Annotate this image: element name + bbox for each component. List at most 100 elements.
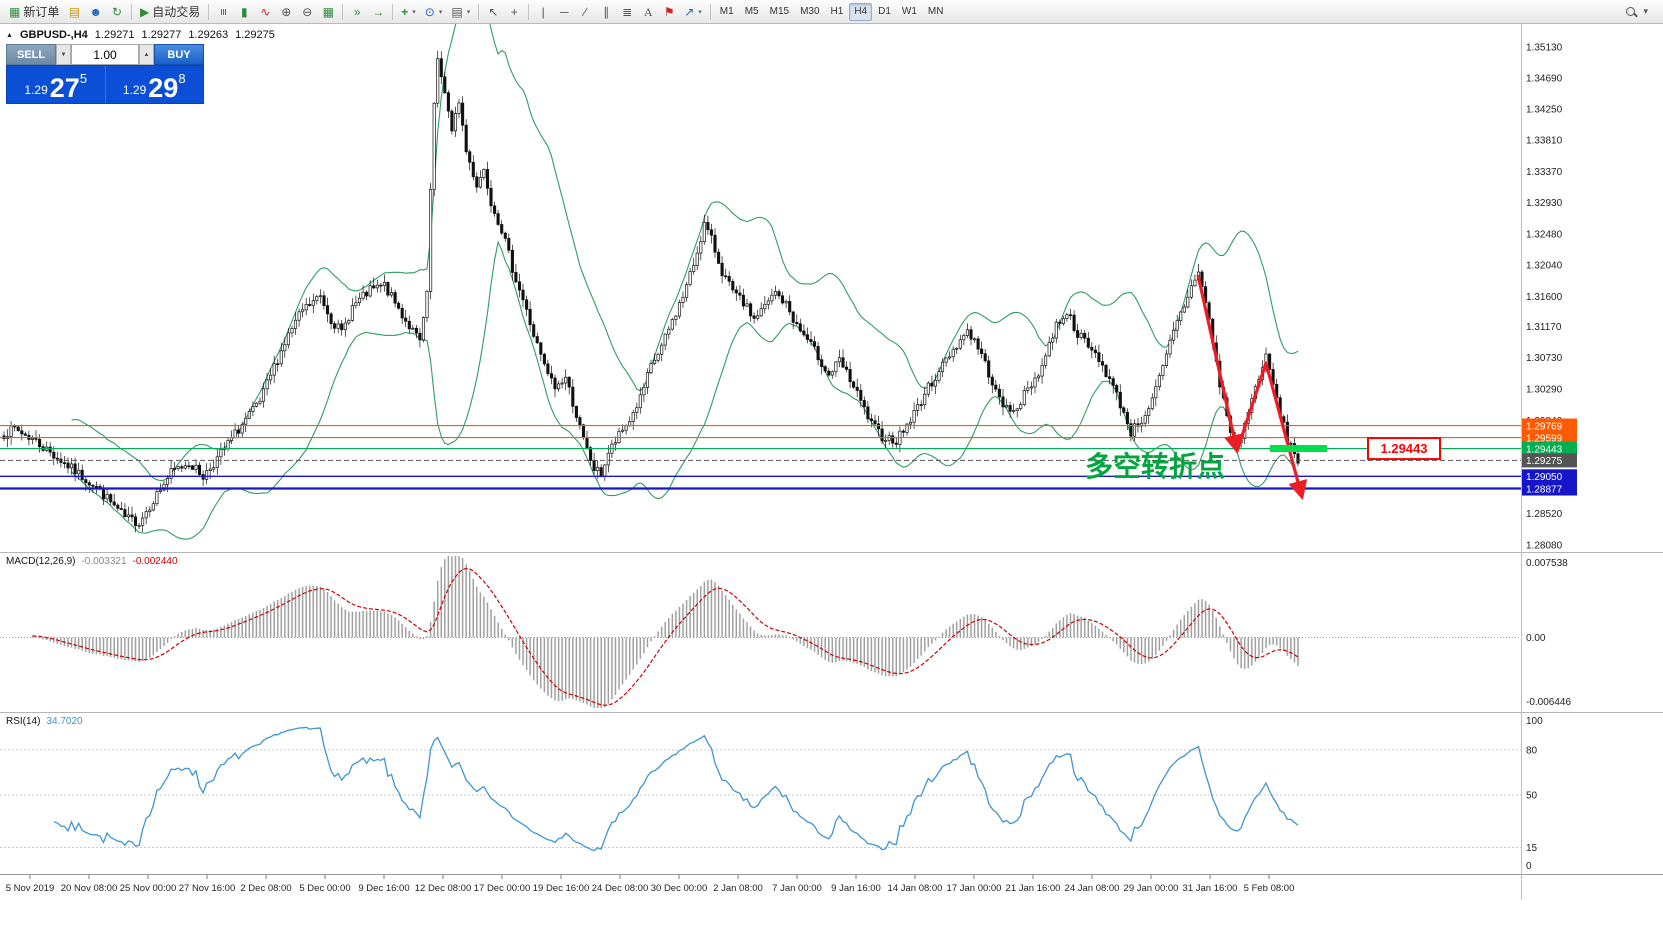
tile-windows-icon: ▦ (322, 4, 334, 19)
sell-price[interactable]: 1.29 27 5 (7, 66, 105, 103)
price-axis-label: 1.35130 (1526, 43, 1563, 54)
volume-up-button[interactable]: ▲ (139, 44, 154, 65)
macd-axis-label: -0.006446 (1526, 697, 1571, 708)
template-icon: ▤ (451, 4, 463, 19)
cursor-button[interactable]: ↖ (483, 2, 503, 22)
symbol-name: GBPUSD-,H4 (19, 29, 88, 41)
channel-button[interactable]: ∥ (596, 2, 616, 22)
time-axis-label: 5 Dec 00:00 (299, 883, 350, 894)
new-order-button[interactable]: ▦ 新订单 (5, 2, 63, 22)
red-zigzag-arrow (1235, 361, 1308, 501)
timeframe-m15-button[interactable]: M15 (769, 6, 790, 17)
time-axis-label: 24 Jan 08:00 (1065, 883, 1120, 894)
rsi-panel[interactable]: 100 80 50 15 0 (0, 712, 1663, 874)
price-chart[interactable]: 1.35130 1.34690 1.34250 1.33810 1.33370 1.329… (0, 24, 1663, 552)
auto-scroll-icon: → (372, 4, 385, 19)
zoom-in-button[interactable]: ⊕ (276, 2, 296, 22)
time-axis-label: 25 Nov 00:00 (120, 883, 177, 894)
toolbar-right-group: ▾ (1626, 7, 1648, 16)
turning-point-text: 多空转折点 (1085, 450, 1225, 482)
buy-price[interactable]: 1.29 29 8 (106, 66, 204, 103)
zoom-out-button[interactable]: ⊖ (297, 2, 317, 22)
channel-icon: ∥ (603, 4, 610, 19)
toolbar-separator (709, 3, 711, 20)
timeframe-mn-button[interactable]: MN (927, 6, 944, 17)
profiles-button[interactable]: ☻ (85, 2, 106, 22)
rsi-axis-label: 50 (1526, 791, 1538, 802)
line-chart-button[interactable]: ∿ (255, 2, 275, 22)
vertical-line-icon: | (541, 4, 545, 19)
timeframe-m1-button[interactable]: M1 (719, 6, 734, 17)
toolbar-separator (478, 3, 480, 20)
trendline-button[interactable]: ∕ (575, 2, 595, 22)
market-watch-icon: ▤ (68, 4, 81, 19)
rsi-name: RSI(14) (6, 716, 41, 727)
timeframe-w1-button[interactable]: W1 (901, 6, 917, 17)
zoom-out-icon: ⊖ (302, 4, 313, 19)
horizontal-line-button[interactable]: ─ (554, 2, 574, 22)
candlestick-series (2, 50, 1300, 533)
volume-input[interactable] (71, 44, 139, 65)
time-axis[interactable]: 5 Nov 2019 20 Nov 08:00 25 Nov 00:00 27 Nov… (0, 874, 1663, 900)
macd-label: MACD(12,26,9) -0.003321 -0.002440 (6, 556, 178, 567)
timeframe-h4-button[interactable]: H4 (849, 2, 873, 21)
macd-axis-label: 0.007538 (1526, 558, 1568, 569)
chart-shift-button[interactable]: » (347, 2, 367, 22)
time-axis-label: 31 Jan 16:00 (1183, 883, 1238, 894)
time-axis-label: 5 Nov 2019 (6, 883, 55, 894)
macd-main-value: -0.003321 (81, 556, 127, 567)
text-label-icon: ⚑ (663, 4, 675, 19)
rsi-value: 34.7020 (46, 716, 83, 727)
add-indicator-button[interactable]: + ▾ (397, 2, 420, 22)
template-button[interactable]: ▤ ▾ (447, 2, 474, 22)
crosshair-button[interactable]: + (504, 2, 524, 22)
buy-price-sup: 8 (178, 71, 186, 86)
add-indicator-caret-icon: ▾ (412, 8, 416, 16)
auto-trading-button[interactable]: ▶ 自动交易 (136, 2, 204, 22)
search-icon[interactable] (1626, 7, 1636, 16)
rsi-axis-label: 15 (1526, 843, 1538, 854)
timeframe-m30-button[interactable]: M30 (800, 6, 820, 17)
sell-button[interactable]: SELL (6, 44, 56, 65)
toolbar-separator (528, 3, 530, 20)
chevron-down-icon[interactable]: ▾ (1643, 6, 1648, 16)
horizontal-levels[interactable]: 1.297691.295991.294431.292751.290501.288… (0, 418, 1577, 496)
timeframe-h1-button[interactable]: H1 (830, 6, 844, 17)
toolbar-separator (342, 3, 344, 20)
auto-trading-play-icon: ▶ (140, 4, 150, 19)
price-tag: 1.29275 (1526, 456, 1563, 467)
candlestick-chart-button[interactable]: ▮ (234, 2, 254, 22)
price-axis-label: 1.34690 (1526, 74, 1563, 85)
text-button[interactable]: A (638, 2, 658, 22)
refresh-button[interactable]: ↻ (107, 2, 127, 22)
new-order-label: 新订单 (23, 5, 60, 19)
periods-button[interactable]: ⊙ ▾ (421, 2, 447, 22)
time-axis-label: 9 Dec 16:00 (358, 883, 409, 894)
timeframe-d1-button[interactable]: D1 (878, 6, 891, 17)
market-watch-button[interactable]: ▤ (64, 2, 84, 22)
line-chart-icon: ∿ (260, 4, 271, 19)
one-click-trading-panel: SELL ▼ ▲ BUY 1.29 27 5 1.29 29 8 (6, 44, 204, 104)
buy-button[interactable]: BUY (154, 44, 204, 65)
rsi-axis-label: 80 (1526, 746, 1538, 757)
arrows-button[interactable]: ↗ ▾ (680, 2, 706, 22)
macd-panel[interactable]: 0.007538 0.00 -0.006446 (0, 552, 1663, 712)
chart-shift-icon: » (353, 4, 361, 19)
auto-scroll-button[interactable]: → (368, 2, 388, 22)
fibonacci-button[interactable]: ≣ (617, 2, 637, 22)
volume-down-button[interactable]: ▼ (56, 44, 71, 65)
ohlc-high: 1.29277 (141, 29, 182, 41)
toolbar-separator (131, 3, 132, 20)
timeframe-m5-button[interactable]: M5 (744, 6, 759, 17)
vertical-line-button[interactable]: | (533, 2, 553, 22)
bar-chart-button[interactable]: ≡ (213, 2, 233, 22)
tile-windows-button[interactable]: ▦ (318, 2, 338, 22)
text-label-button[interactable]: ⚑ (659, 2, 679, 22)
collapse-icon[interactable]: ▲ (6, 31, 13, 39)
buy-price-big: 29 (148, 73, 179, 104)
analyst-annotations[interactable]: 1.29443 多空转折点 (1085, 274, 1441, 501)
time-axis-label: 24 Dec 08:00 (592, 883, 649, 894)
arrows-icon: ↗ (684, 4, 695, 19)
time-axis-label: 17 Jan 00:00 (947, 883, 1002, 894)
time-axis-label: 19 Dec 16:00 (533, 883, 590, 894)
